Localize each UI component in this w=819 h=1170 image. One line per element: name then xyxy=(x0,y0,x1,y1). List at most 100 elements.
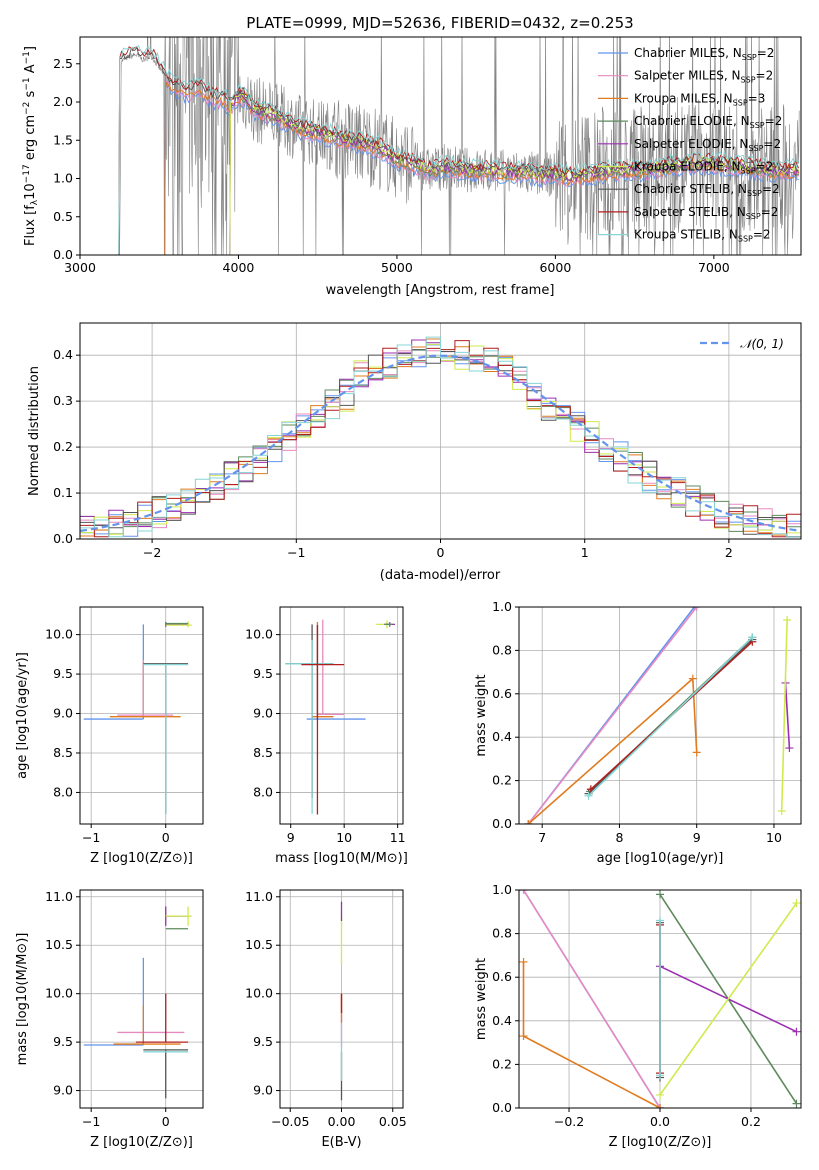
ytick-label: 9.5 xyxy=(53,666,73,681)
spectrum-ytick-label: 0.0 xyxy=(53,247,73,262)
weight-age-line-kroupa_elodie xyxy=(780,619,788,812)
ytick-label: 9.0 xyxy=(253,706,273,721)
spectrum-frame xyxy=(79,36,802,256)
residuals-xtick-label: −2 xyxy=(143,545,161,560)
errorbar-chabrier_stelib xyxy=(285,624,334,798)
ytick-label: 10.5 xyxy=(245,937,273,952)
weight-Z-marker-kroupa_stelib xyxy=(656,1071,664,1080)
weight-age-marker-kroupa_elodie xyxy=(783,616,792,625)
weight-Z-marker-kroupa_miles xyxy=(519,1032,528,1041)
xlabel: Z [log10(Z/Z⊙)] xyxy=(609,1135,712,1150)
ylabel: mass weight xyxy=(474,958,489,1040)
spectrum-ylabel: Flux [fλ10−17 erg cm−2 s−1 A−1] xyxy=(22,46,40,246)
errorbar-chabrier_elodie xyxy=(384,621,393,627)
xlabel: age [log10(age/yr)] xyxy=(597,851,724,866)
weight-age-line-salpeter_elodie xyxy=(784,682,791,749)
legend-label-chabrier_stelib: Chabrier STELIB, NSSP=2 xyxy=(634,182,780,198)
spectrum-ytick-label: 2.0 xyxy=(53,94,73,109)
spectrum-xtick-label: 6000 xyxy=(539,260,571,275)
residuals-ytick-label: 0.0 xyxy=(53,531,73,546)
ytick-label: 11.0 xyxy=(245,889,273,904)
residuals-legend-label: 𝒩(0, 1) xyxy=(740,337,784,351)
errorbar-salpeter_elodie xyxy=(165,621,189,627)
ytick-label: 0.6 xyxy=(492,686,512,701)
residuals-histograms xyxy=(80,336,801,538)
panel-frame xyxy=(279,606,404,825)
panel-mass_vs_Z: −1 0 9.0 9.5 10.0 10.5 11.0 Z [log10(Z/Z⊙)] mass… xyxy=(15,889,204,1150)
errorbar-kroupa_stelib xyxy=(143,663,189,815)
residuals-hist-kroupa_stelib xyxy=(80,336,801,538)
panel-frame xyxy=(79,889,204,1109)
legend-label-salpeter_miles: Salpeter MILES, NSSP=2 xyxy=(634,69,773,85)
residuals-hist-chabrier_stelib xyxy=(80,349,801,538)
weight-Z-marker-kroupa_elodie xyxy=(656,1090,664,1099)
legend-item-salpeter_stelib: Salpeter STELIB, NSSP=2 xyxy=(598,205,778,221)
xtick-label: −1 xyxy=(82,830,100,845)
residuals-xtick-label: −1 xyxy=(287,545,305,560)
weight-age-marker-salpeter_elodie xyxy=(785,744,794,753)
legend-item-chabrier_elodie: Chabrier ELODIE, NSSP=2 xyxy=(598,114,782,130)
ytick-label: 0.8 xyxy=(492,642,512,657)
ylabel: mass [log10(M/M⊙)] xyxy=(15,933,30,1066)
legend-item-salpeter_miles: Salpeter MILES, NSSP=2 xyxy=(598,69,773,85)
spectrum-xtick-label: 5000 xyxy=(381,260,413,275)
errorbar-kroupa_elodie xyxy=(165,906,192,926)
xtick-label: 0.00 xyxy=(328,1114,356,1129)
panel-mass_vs_ebv: −0.05 0.00 0.05 9.0 9.5 10.0 10.5 11.0 E(B-V) xyxy=(245,889,407,1150)
ytick-label: 9.5 xyxy=(253,1034,273,1049)
xtick-label: 0 xyxy=(162,1114,170,1129)
ytick-label: 0.8 xyxy=(492,926,512,941)
weight-Z-line-salpeter_miles xyxy=(522,890,661,1108)
ytick-label: 10.0 xyxy=(245,627,273,642)
panel-content xyxy=(83,906,192,1099)
spectrum-xlabel: wavelength [Angstrom, rest frame] xyxy=(326,283,555,298)
ytick-label: 11.0 xyxy=(45,889,73,904)
panel-weight_vs_Z: −0.2 0.0 0.2 0.0 0.2 0.4 0.6 0.8 1.0 Z [log10(Z/Z… xyxy=(474,882,802,1150)
xtick-label: 0.0 xyxy=(650,1114,670,1129)
xtick-label: 0.05 xyxy=(379,1114,407,1129)
residuals-ytick-label: 0.1 xyxy=(53,485,73,500)
errorbar-kroupa_stelib xyxy=(285,640,334,814)
xtick-label: 11 xyxy=(390,830,406,845)
weight-age-line-kroupa_miles xyxy=(527,676,698,824)
spectrum-data-noise xyxy=(80,37,800,255)
weight-age-line-kroupa_stelib xyxy=(587,636,753,797)
ytick-label: 0.0 xyxy=(492,1100,512,1115)
ytick-label: 8.0 xyxy=(253,784,273,799)
ytick-label: 1.0 xyxy=(492,599,512,614)
weight-Z-marker-kroupa_stelib xyxy=(656,916,664,925)
xlabel: E(B-V) xyxy=(321,1135,361,1150)
panel-weight_vs_age: 7 8 9 10 0.0 0.2 0.4 0.6 0.8 1.0 age [log10(age/yr… xyxy=(474,599,802,866)
spectrum-panel: 3000 4000 5000 6000 7000 0.0 0.5 1.0 1.5 2.0 2.5 w… xyxy=(22,36,802,298)
ytick-label: 8.5 xyxy=(253,745,273,760)
ytick-label: 9.5 xyxy=(53,1034,73,1049)
weight-Z-line-kroupa_miles xyxy=(522,961,661,1108)
residuals-panel: −2 −1 0 1 2 0.0 0.1 0.2 0.3 0.4 (data-model)/erro… xyxy=(27,322,802,583)
weight-Z-marker-kroupa_miles xyxy=(656,1104,664,1108)
errorbar-salpeter_stelib xyxy=(135,993,189,1043)
residuals-ytick-label: 0.2 xyxy=(53,439,73,454)
xtick-label: 10 xyxy=(336,830,352,845)
legend-item-kroupa_stelib: Kroupa STELIB, NSSP=2 xyxy=(598,228,771,244)
errorbar-kroupa_miles xyxy=(109,661,181,718)
ytick-label: 9.0 xyxy=(53,706,73,721)
panel-age_vs_mass: 9 10 11 8.0 8.5 9.0 9.5 10.0 mass [log10(M/M⊙)] xyxy=(245,606,408,866)
residuals-legend: 𝒩(0, 1) xyxy=(700,337,784,351)
weight-age-marker-kroupa_miles xyxy=(524,820,533,824)
weight-Z-marker-chabrier_elodie xyxy=(656,890,664,899)
ytick-label: 8.5 xyxy=(53,745,73,760)
weight-age-marker-kroupa_miles xyxy=(692,748,701,757)
xtick-label: 0 xyxy=(162,830,170,845)
parameter-panels: −1 0 8.0 8.5 9.0 9.5 10.0 Z [log10(Z/Z⊙)] age [l… xyxy=(15,599,802,1150)
residuals-xlabel: (data-model)/error xyxy=(380,568,501,583)
spectrum-models xyxy=(118,45,800,255)
panel-content xyxy=(519,890,801,1108)
ytick-label: 10.0 xyxy=(45,627,73,642)
panel-content xyxy=(524,607,794,824)
spectrum-ytick-label: 0.5 xyxy=(53,209,73,224)
residuals-xtick-label: 2 xyxy=(725,545,733,560)
ytick-label: 0.4 xyxy=(492,1013,512,1028)
gaussian-curve xyxy=(80,354,801,532)
panel-frame xyxy=(79,606,204,825)
